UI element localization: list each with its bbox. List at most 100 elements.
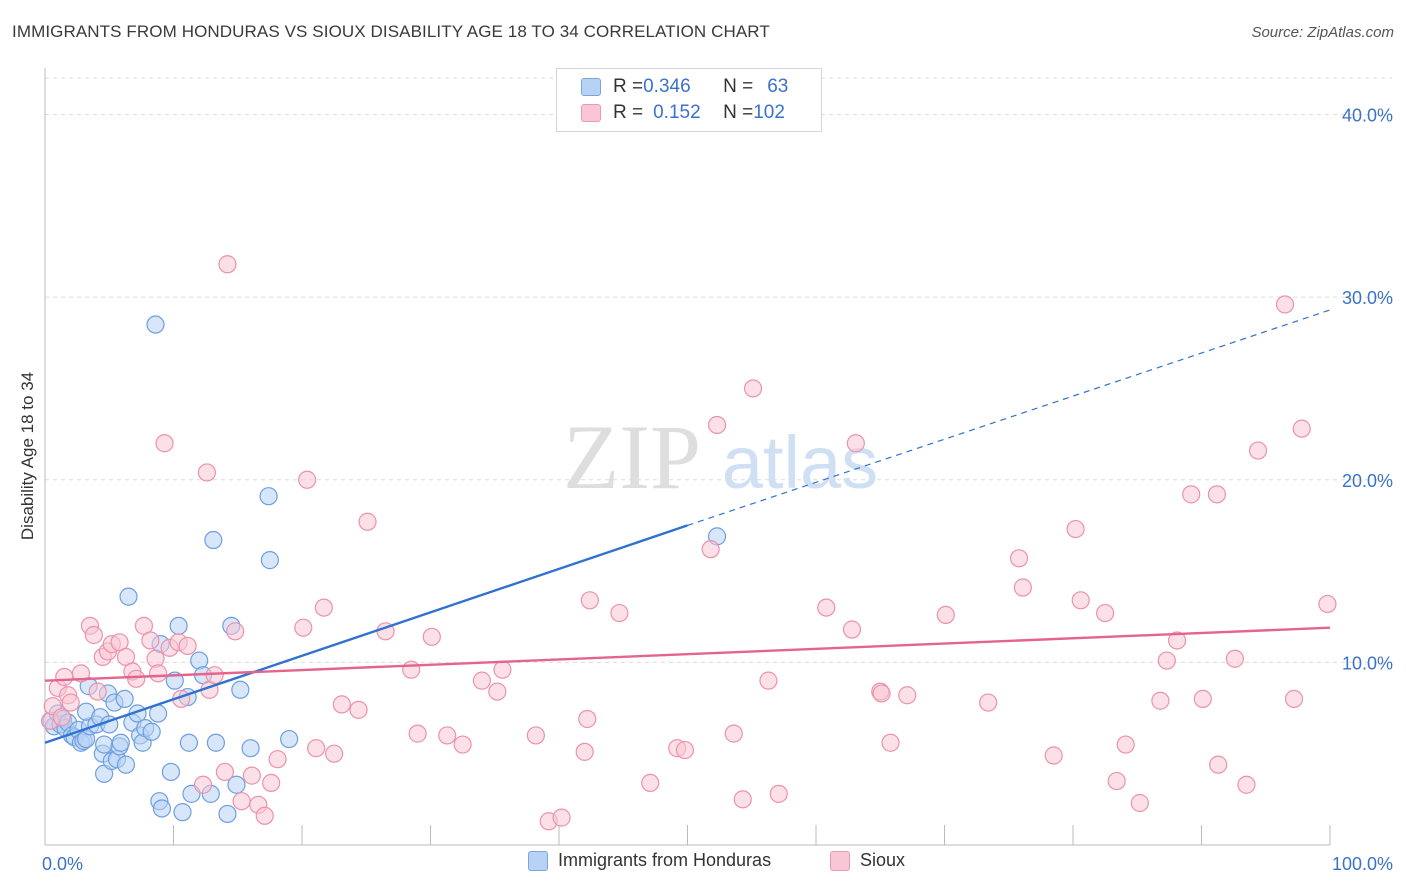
point-honduras	[115, 689, 134, 709]
point-sioux	[232, 792, 251, 811]
point-sioux	[88, 682, 107, 701]
point-sioux	[1130, 793, 1149, 813]
point-sioux	[707, 415, 727, 435]
series-swatch-honduras	[528, 850, 548, 871]
point-sioux	[1275, 295, 1295, 314]
point-sioux	[148, 664, 168, 683]
point-sioux	[1182, 485, 1201, 504]
point-sioux	[215, 762, 234, 782]
legend-row-sioux: R = 0.152 N = 102	[581, 100, 785, 126]
point-sioux	[422, 627, 441, 646]
point-sioux	[1013, 578, 1032, 597]
point-honduras	[206, 733, 226, 752]
point-sioux	[846, 434, 865, 453]
point-sioux	[1066, 519, 1085, 539]
point-sioux	[155, 434, 174, 453]
legend-swatch-sioux	[581, 104, 601, 122]
point-sioux	[979, 693, 998, 712]
series-legend-sioux: Sioux	[830, 850, 905, 871]
chart-title: IMMIGRANTS FROM HONDURAS VS SIOUX DISABI…	[12, 22, 770, 41]
point-sioux	[262, 773, 281, 793]
point-sioux	[193, 775, 213, 794]
point-sioux	[1284, 689, 1304, 709]
legend-r-value: 0.152	[653, 102, 701, 123]
point-sioux	[1237, 775, 1256, 794]
point-sioux	[1193, 689, 1212, 709]
trend-lines	[44, 309, 1331, 744]
point-sioux	[197, 463, 217, 482]
point-sioux	[226, 622, 245, 641]
point-sioux	[1116, 735, 1135, 754]
point-sioux	[881, 733, 900, 752]
point-sioux	[898, 686, 917, 705]
source-label: Source: ZipAtlas.com	[1251, 24, 1394, 41]
series-label-honduras: Immigrants from Honduras	[558, 850, 772, 870]
point-sioux	[255, 806, 274, 825]
legend-r-value: 0.346	[643, 76, 691, 97]
point-sioux	[127, 669, 146, 688]
point-sioux	[472, 671, 491, 690]
point-sioux	[724, 724, 743, 743]
x-tick-label: 100.0%	[1332, 854, 1393, 874]
series-legend-honduras: Immigrants from Honduras	[528, 850, 771, 871]
point-honduras	[179, 733, 199, 752]
point-sioux	[358, 512, 377, 531]
point-honduras	[111, 733, 130, 752]
legend-swatch-honduras	[581, 78, 601, 96]
point-sioux	[402, 660, 421, 679]
point-sioux	[268, 750, 287, 769]
point-sioux	[61, 693, 80, 712]
point-sioux	[332, 695, 351, 714]
legend-n-value: 102	[753, 102, 785, 123]
point-sioux	[675, 740, 695, 760]
point-honduras	[260, 551, 279, 570]
point-sioux	[769, 784, 788, 803]
point-sioux	[314, 598, 333, 617]
point-sioux	[526, 726, 545, 745]
point-sioux	[701, 540, 720, 559]
tick-labels: 10.0% 20.0% 30.0% 40.0% 0.0% 100.0%	[42, 106, 1393, 874]
trend-line-extension-honduras	[687, 309, 1331, 526]
point-sioux	[408, 724, 427, 743]
point-sioux	[817, 598, 836, 617]
point-sioux	[1044, 746, 1063, 765]
y-tick-label: 10.0%	[1342, 653, 1393, 673]
point-sioux	[552, 808, 571, 827]
point-sioux	[488, 682, 507, 701]
point-honduras	[218, 804, 237, 824]
y-tick-label: 40.0%	[1342, 106, 1393, 126]
point-honduras	[173, 803, 192, 822]
trend-line-honduras	[44, 524, 688, 744]
point-honduras	[95, 735, 114, 754]
point-honduras	[241, 739, 260, 758]
point-sioux	[298, 470, 317, 489]
point-sioux	[580, 591, 599, 610]
point-sioux	[178, 636, 197, 656]
point-honduras	[142, 722, 161, 741]
point-sioux	[453, 735, 472, 754]
point-honduras	[204, 530, 223, 550]
point-sioux	[205, 666, 224, 685]
point-sioux	[641, 773, 660, 793]
point-honduras	[152, 799, 172, 818]
legend-r-label: R =	[613, 76, 644, 97]
point-sioux	[733, 790, 752, 809]
point-sioux	[936, 605, 955, 625]
point-sioux	[1207, 485, 1227, 504]
point-sioux	[141, 631, 160, 650]
point-sioux	[55, 667, 74, 687]
watermark-atlas: atlas	[722, 421, 878, 504]
series-swatch-sioux	[830, 850, 850, 871]
point-sioux	[493, 660, 512, 679]
point-sioux	[218, 255, 237, 274]
point-sioux	[578, 709, 597, 729]
point-sioux	[1071, 591, 1090, 610]
point-sioux	[1157, 651, 1176, 670]
point-sioux	[1225, 649, 1245, 668]
trend-line-sioux	[44, 626, 1331, 682]
point-sioux	[71, 664, 91, 683]
point-sioux	[743, 379, 763, 398]
point-honduras	[119, 587, 138, 606]
point-honduras	[161, 762, 181, 782]
legend-n-label: N =	[723, 102, 754, 123]
